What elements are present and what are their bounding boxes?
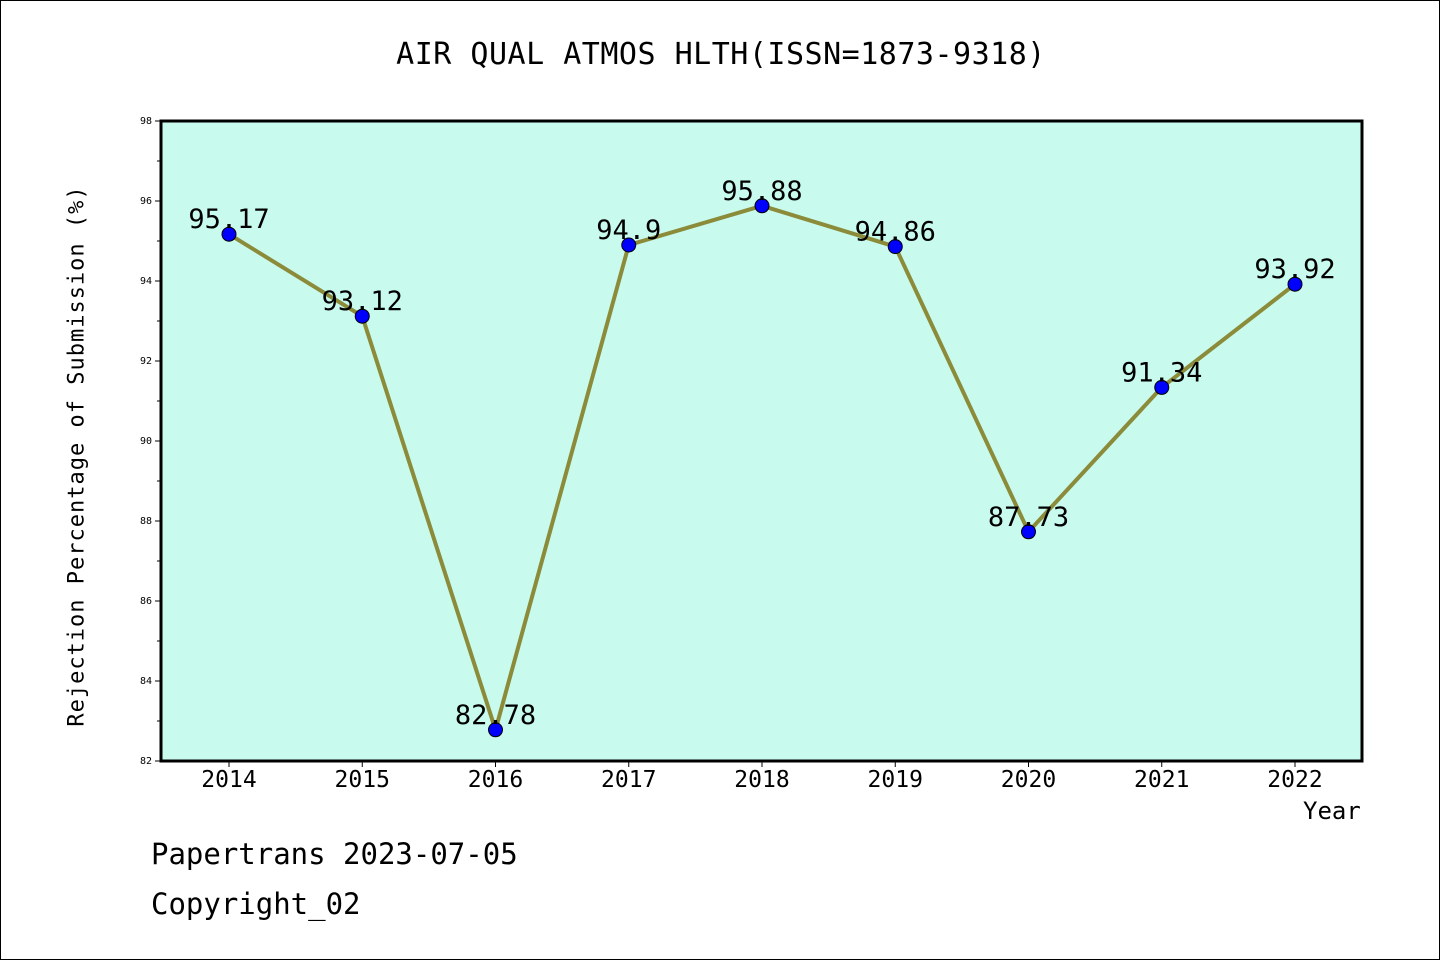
plot-area (161, 121, 1362, 761)
data-point (887, 239, 903, 255)
series-layer: 95.17 93.12 82.78 94.9 95.88 94.86 87.73 91.34 9… (188, 176, 1336, 738)
data-point (221, 226, 237, 242)
x-tick-label: 2019 (868, 767, 923, 793)
y-tick-label: 96 (140, 196, 152, 207)
y-axis: 82 84 86 88 90 92 94 96 98 (140, 116, 161, 767)
data-point (621, 237, 637, 253)
data-point (488, 722, 503, 738)
x-tick-label: 2017 (601, 767, 656, 793)
x-tick-label: 2021 (1134, 767, 1189, 793)
y-tick-label: 90 (140, 436, 152, 447)
data-label: 95.88 (721, 176, 802, 207)
data-label: 94.86 (855, 217, 936, 248)
data-point (354, 308, 370, 324)
plot-border (159, 119, 1364, 763)
data-point (1154, 379, 1170, 395)
y-tick-label: 84 (140, 676, 152, 687)
x-tick-label: 2016 (468, 767, 523, 793)
data-point (1021, 524, 1036, 540)
y-tick-label: 88 (140, 516, 152, 527)
data-label: 95.17 (188, 204, 269, 235)
data-point (754, 198, 770, 214)
data-label: 93.92 (1254, 254, 1335, 285)
x-tick-label: 2020 (1001, 767, 1056, 793)
y-tick-label: 86 (140, 596, 152, 607)
x-tick-label: 2022 (1267, 767, 1322, 793)
data-label: 93.12 (322, 286, 403, 317)
x-tick-label: 2018 (734, 767, 789, 793)
footer-copyright: Copyright_02 (151, 887, 361, 921)
data-label: 87.73 (988, 502, 1069, 533)
y-tick-label: 98 (140, 116, 152, 127)
y-tick-label: 82 (140, 756, 152, 767)
footer-date: Papertrans 2023-07-05 (151, 837, 518, 871)
data-label: 82.78 (455, 700, 536, 731)
x-tick-label: 2015 (335, 767, 390, 793)
data-label: 94.9 (596, 215, 661, 246)
x-axis-label: Year (1303, 797, 1361, 825)
x-axis: 2014 2015 2016 2017 2018 2019 2020 2021 2022 (201, 761, 1323, 793)
x-tick-label: 2014 (201, 767, 256, 793)
data-point (1287, 276, 1303, 292)
y-tick-label: 94 (140, 276, 152, 287)
y-tick-label: 92 (140, 356, 152, 367)
data-label: 91.34 (1121, 357, 1202, 388)
chart-title: AIR QUAL ATMOS HLTH(ISSN=1873-9318) (396, 37, 1046, 72)
